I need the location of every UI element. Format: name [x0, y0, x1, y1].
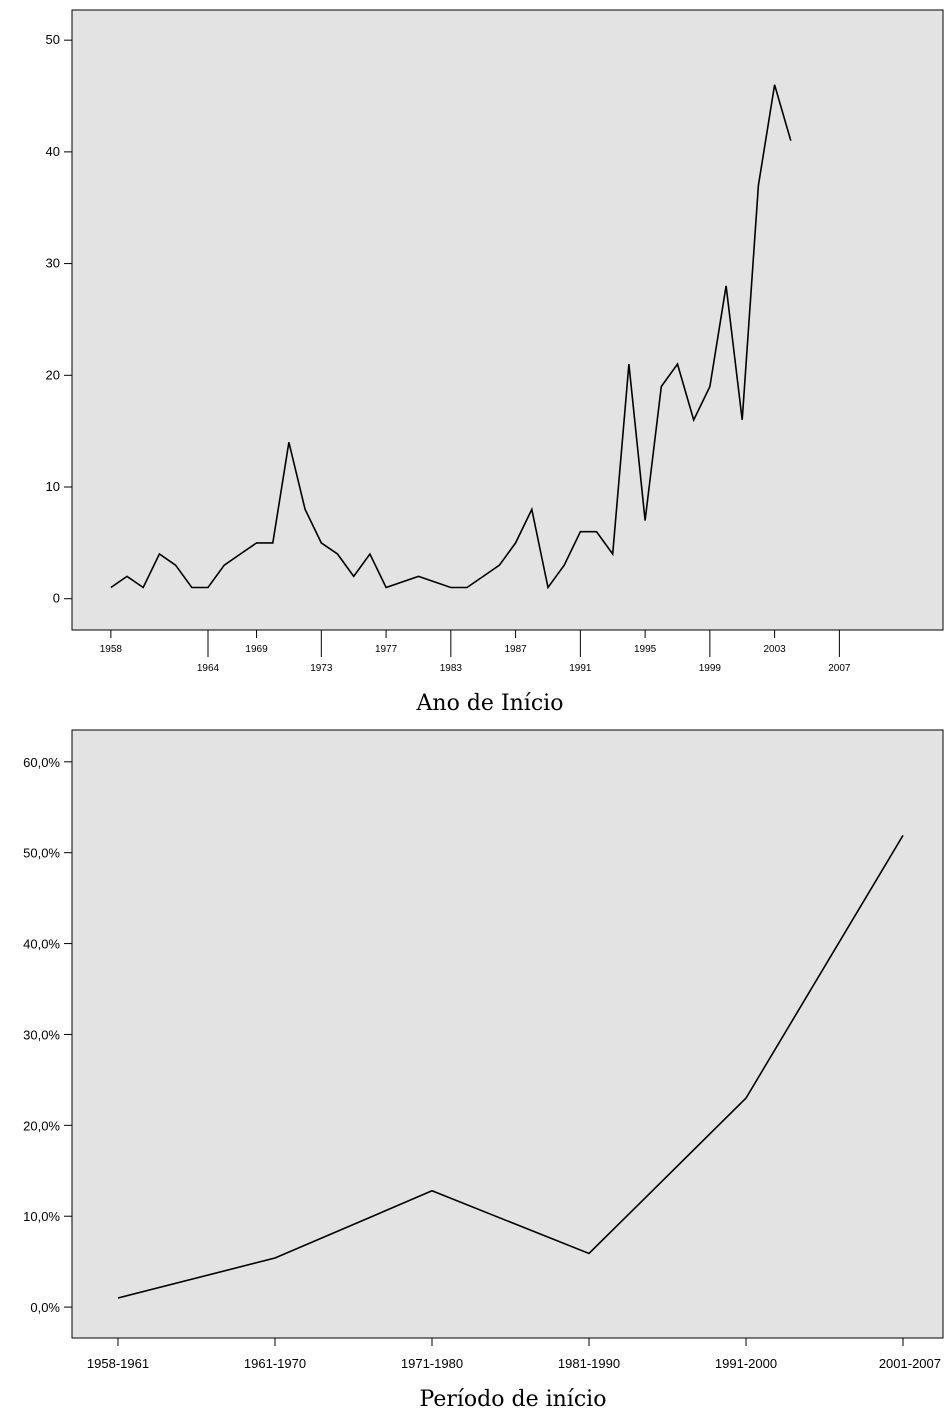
y-tick-label: 20,0%	[23, 1118, 60, 1133]
x-tick-label: 1981-1990	[558, 1356, 620, 1371]
plot-area	[71, 729, 944, 1339]
x-axis-title: Ano de Início	[416, 691, 564, 716]
x-tick-label: 1961-1970	[244, 1356, 306, 1371]
chart-periodo-de-inicio: 0,0% 10,0% 20,0% 30,0% 40,0% 50,0% 60,0% 1958-…	[23, 729, 944, 1412]
x-tick-label: 1991	[569, 663, 592, 674]
chart-ano-de-inicio: 0 10 20 30 40 50 1958 1964 1969 1973 1977 1983 1987…	[46, 9, 944, 716]
y-axis: 0 10 20 30 40 50	[46, 32, 72, 606]
x-tick-label: 2003	[764, 644, 787, 655]
x-tick-label: 2001-2007	[879, 1356, 941, 1371]
plot-area	[71, 9, 944, 631]
y-tick-label: 20	[46, 367, 60, 382]
x-tick-label: 1999	[699, 663, 722, 674]
x-tick-label: 1987	[504, 644, 527, 655]
y-tick-label: 30	[46, 256, 60, 271]
x-tick-label: 2007	[828, 663, 851, 674]
x-tick-label: 1958	[100, 644, 123, 655]
y-tick-label: 40	[46, 144, 60, 159]
x-tick-label: 1958-1961	[87, 1356, 149, 1371]
x-tick-label: 1983	[440, 663, 463, 674]
x-tick-label: 1973	[310, 663, 333, 674]
y-tick-label: 0,0%	[30, 1300, 60, 1315]
y-tick-label: 40,0%	[23, 937, 60, 952]
x-tick-label: 1964	[197, 663, 220, 674]
y-tick-label: 10,0%	[23, 1209, 60, 1224]
x-tick-label: 1977	[375, 644, 398, 655]
x-tick-label: 1971-1980	[401, 1356, 463, 1371]
y-tick-label: 0	[53, 591, 60, 606]
y-tick-label: 50	[46, 32, 60, 47]
y-tick-label: 30,0%	[23, 1027, 60, 1042]
x-axis: 1958 1964 1969 1973 1977 1983 1987 1991 1995 1999…	[100, 630, 851, 674]
x-tick-label: 1969	[245, 644, 268, 655]
y-tick-label: 50,0%	[23, 846, 60, 861]
y-tick-label: 10	[46, 479, 60, 494]
x-axis: 1958-1961 1961-1970 1971-1980 1981-1990 1991…	[87, 1338, 941, 1371]
y-tick-label: 60,0%	[23, 755, 60, 770]
x-tick-label: 1991-2000	[715, 1356, 777, 1371]
series-line	[110, 84, 792, 590]
y-axis: 0,0% 10,0% 20,0% 30,0% 40,0% 50,0% 60,0%	[23, 755, 72, 1315]
x-tick-label: 1995	[634, 644, 657, 655]
x-axis-title: Período de início	[420, 1387, 607, 1412]
series-line	[117, 834, 904, 1299]
